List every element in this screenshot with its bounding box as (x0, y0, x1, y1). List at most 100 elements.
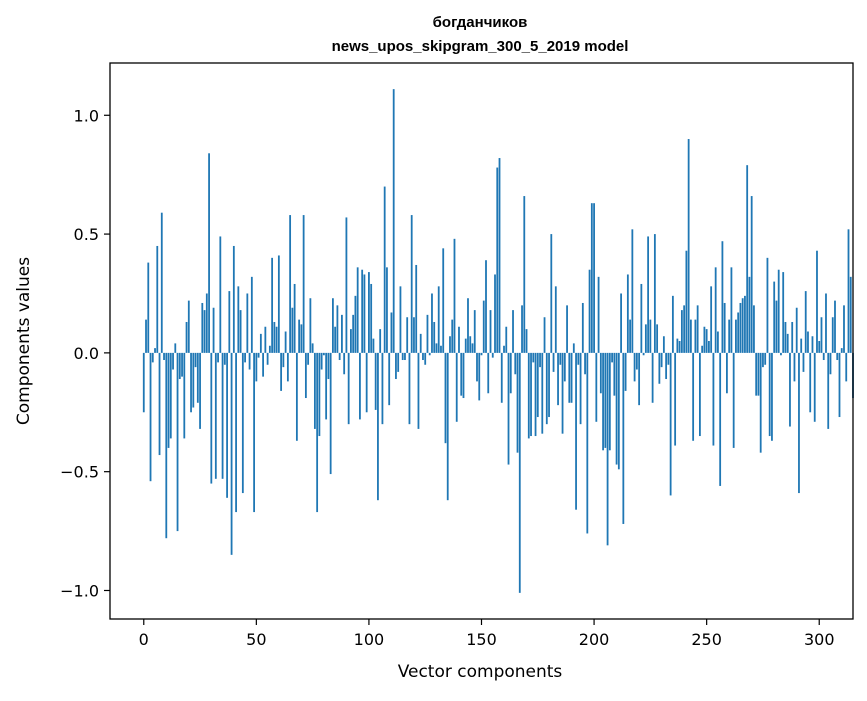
chart-title-line-2: news_upos_skipgram_300_5_2019 model (332, 38, 629, 55)
bar-component-231 (662, 336, 665, 353)
bar-component-114 (399, 286, 402, 353)
bar-component-192 (575, 352, 577, 510)
bar-component-4 (151, 352, 154, 363)
bar-component-87 (338, 352, 341, 361)
bar-component-23 (194, 352, 197, 368)
bar-component-33 (217, 352, 219, 363)
bar-component-159 (500, 352, 503, 403)
bar-component-167 (518, 352, 521, 593)
bar-component-110 (390, 312, 393, 353)
bar-component-162 (507, 352, 510, 465)
bar-component-59 (275, 326, 278, 353)
x-tick-label: 100 (354, 630, 385, 649)
bar-component-94 (354, 295, 357, 353)
bar-component-35 (221, 352, 224, 479)
bar-component-239 (680, 310, 683, 353)
bar-component-180 (548, 352, 550, 418)
bar-component-266 (741, 298, 744, 353)
bar-component-75 (311, 343, 314, 353)
bar-component-26 (201, 302, 204, 353)
bar-component-134 (444, 352, 447, 444)
bar-component-268 (746, 165, 749, 353)
bar-component-206 (606, 352, 609, 546)
bar-component-9 (163, 352, 165, 361)
bar-component-310 (840, 348, 843, 353)
bar-component-90 (345, 217, 348, 353)
bar-component-275 (762, 352, 764, 368)
bar-component-68 (295, 352, 298, 441)
bar-component-252 (710, 286, 713, 353)
bar-component-14 (174, 343, 177, 353)
y-tick-label: 1.0 (74, 106, 99, 125)
bar-component-85 (334, 326, 337, 353)
bar-component-187 (563, 352, 566, 382)
bar-component-216 (629, 319, 631, 353)
bar-component-191 (572, 343, 575, 353)
bar-component-176 (539, 352, 541, 368)
bar-component-185 (559, 352, 562, 365)
bar-component-253 (712, 352, 715, 446)
bar-component-16 (178, 352, 181, 380)
bar-component-312 (845, 352, 848, 382)
bar-component-137 (451, 319, 454, 353)
bar-component-197 (586, 352, 589, 534)
bar-component-39 (230, 352, 233, 555)
bar-component-270 (750, 196, 753, 353)
bar-component-7 (158, 352, 161, 456)
bar-component-160 (503, 345, 505, 353)
bar-component-235 (671, 295, 674, 353)
bar-component-131 (437, 286, 440, 353)
bar-component-220 (638, 352, 641, 406)
bar-component-32 (214, 352, 217, 479)
bar-component-188 (566, 305, 568, 353)
bar-component-170 (525, 329, 528, 353)
bar-component-104 (377, 352, 379, 501)
bar-component-36 (223, 352, 226, 365)
bar-component-6 (156, 245, 159, 353)
bar-component-138 (453, 238, 456, 353)
bar-component-136 (449, 336, 451, 353)
x-tick-label: 50 (246, 630, 266, 649)
bar-component-88 (341, 314, 343, 353)
bar-component-233 (667, 352, 670, 365)
bar-component-80 (322, 352, 325, 356)
bar-component-139 (455, 352, 458, 422)
bar-component-285 (784, 321, 787, 353)
bar-component-263 (735, 319, 737, 353)
bar-component-132 (440, 345, 442, 353)
bar-component-20 (187, 300, 190, 353)
y-tick-label: 0.0 (74, 344, 99, 363)
bar-component-243 (689, 319, 692, 353)
bar-component-5 (154, 348, 156, 353)
bar-component-311 (843, 305, 845, 353)
bar-component-98 (363, 274, 366, 353)
bar-component-12 (169, 352, 172, 439)
x-tick-label: 300 (804, 630, 835, 649)
bar-component-237 (676, 338, 679, 353)
bar-component-74 (309, 298, 312, 353)
bar-component-232 (665, 352, 668, 380)
bar-component-70 (300, 324, 303, 353)
bar-component-165 (514, 352, 517, 375)
bar-component-47 (248, 352, 251, 370)
bar-component-234 (669, 352, 672, 496)
bar-component-282 (777, 269, 780, 353)
bar-component-18 (183, 352, 186, 439)
bar-component-154 (489, 310, 492, 353)
x-tick-label: 0 (139, 630, 149, 649)
bar-component-302 (822, 352, 825, 361)
bar-component-222 (642, 352, 645, 356)
bar-component-249 (703, 326, 706, 353)
bar-component-24 (196, 352, 199, 403)
bar-component-291 (798, 352, 800, 494)
bar-component-226 (651, 352, 654, 403)
bar-component-92 (350, 329, 352, 353)
bar-component-155 (491, 352, 494, 358)
bar-component-71 (302, 215, 305, 353)
bar-component-262 (732, 352, 735, 448)
bar-component-141 (460, 352, 463, 396)
bar-component-229 (658, 352, 661, 384)
bar-component-25 (199, 352, 201, 429)
bar-component-240 (683, 305, 686, 353)
